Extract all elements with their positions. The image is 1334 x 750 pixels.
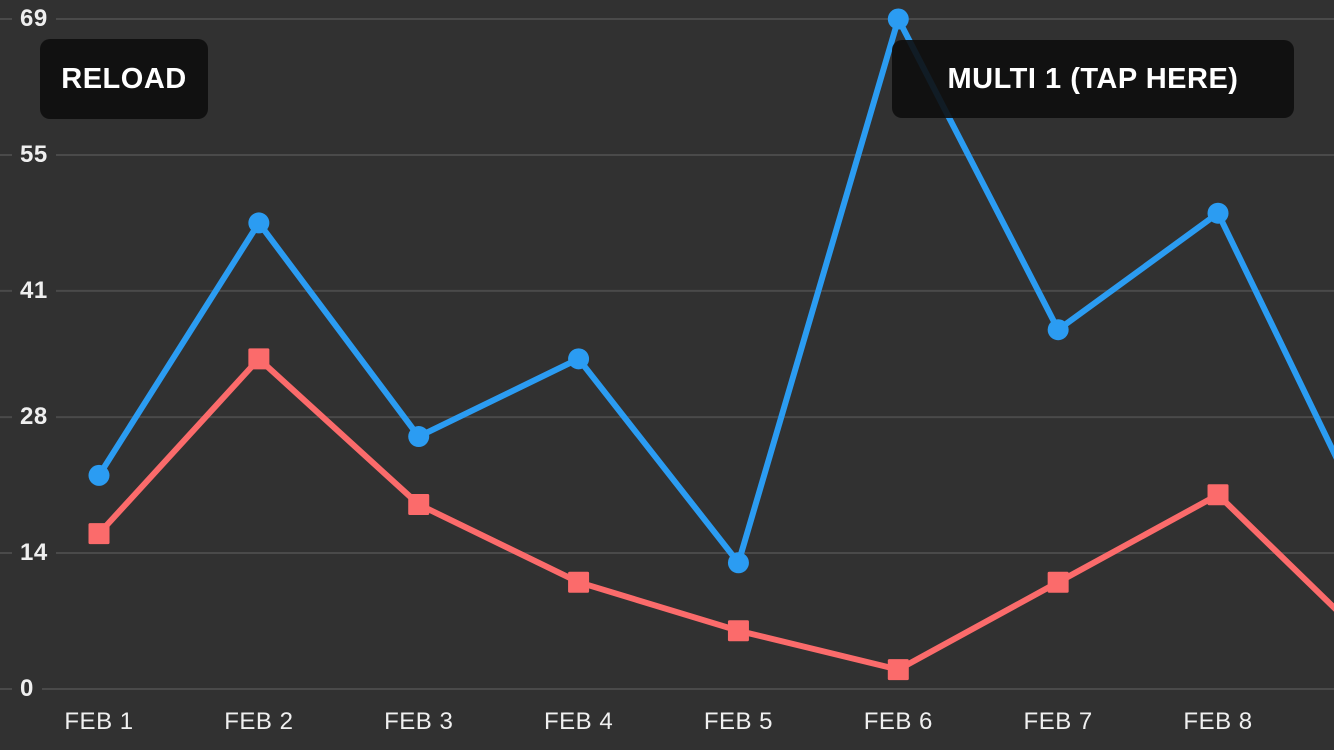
multi-series-2-point-feb-3[interactable] xyxy=(408,494,430,516)
multi-series-1-point-feb-2[interactable] xyxy=(248,212,270,234)
x-tick-label-feb-6: FEB 6 xyxy=(863,708,933,735)
multi-series-2-point-feb-8[interactable] xyxy=(1207,484,1229,506)
reload-button[interactable]: RELOAD xyxy=(40,39,208,119)
x-tick-label-feb-3: FEB 3 xyxy=(384,708,454,735)
x-tick-label-feb-1: FEB 1 xyxy=(64,708,134,735)
y-tick-label-69: 69 xyxy=(12,4,56,34)
y-tick-label-28: 28 xyxy=(12,402,56,433)
multi-series-1-point-feb-5[interactable] xyxy=(727,552,749,574)
x-tick-label-feb-5: FEB 5 xyxy=(703,708,774,735)
multi-series-2-point-feb-7[interactable] xyxy=(1047,571,1069,593)
multi-series-1-point-feb-1[interactable] xyxy=(88,464,110,486)
x-tick-label-feb-2: FEB 2 xyxy=(224,708,294,735)
multi-series-2-line xyxy=(96,355,1334,673)
x-tick-label-feb-8: FEB 8 xyxy=(1183,708,1253,735)
x-tick-label-feb-4: FEB 4 xyxy=(543,708,614,735)
multi-series-1-point-feb-8[interactable] xyxy=(1207,202,1229,224)
y-tick-label-0: 0 xyxy=(12,674,42,704)
multi-series-2-point-feb-5[interactable] xyxy=(727,620,749,642)
multi-series-2-point-feb-1[interactable] xyxy=(88,523,110,545)
multi-series-2-point-feb-2[interactable] xyxy=(248,348,270,370)
multi-series-2-point-feb-4[interactable] xyxy=(568,571,590,593)
multi-1-tap-here-button[interactable]: MULTI 1 (TAP HERE) xyxy=(892,40,1294,118)
y-tick-label-41: 41 xyxy=(12,275,56,306)
multi-series-2-point-feb-6[interactable] xyxy=(887,659,909,681)
y-tick-label-55: 55 xyxy=(12,139,56,170)
multi-series-1-point-feb-6[interactable] xyxy=(887,8,909,30)
multi-series-1-point-feb-7[interactable] xyxy=(1047,319,1069,341)
y-tick-label-14: 14 xyxy=(12,538,56,569)
x-tick-label-feb-7: FEB 7 xyxy=(1023,708,1093,735)
multi-series-1-point-feb-3[interactable] xyxy=(408,426,430,448)
multi-series-1-point-feb-4[interactable] xyxy=(568,348,590,370)
